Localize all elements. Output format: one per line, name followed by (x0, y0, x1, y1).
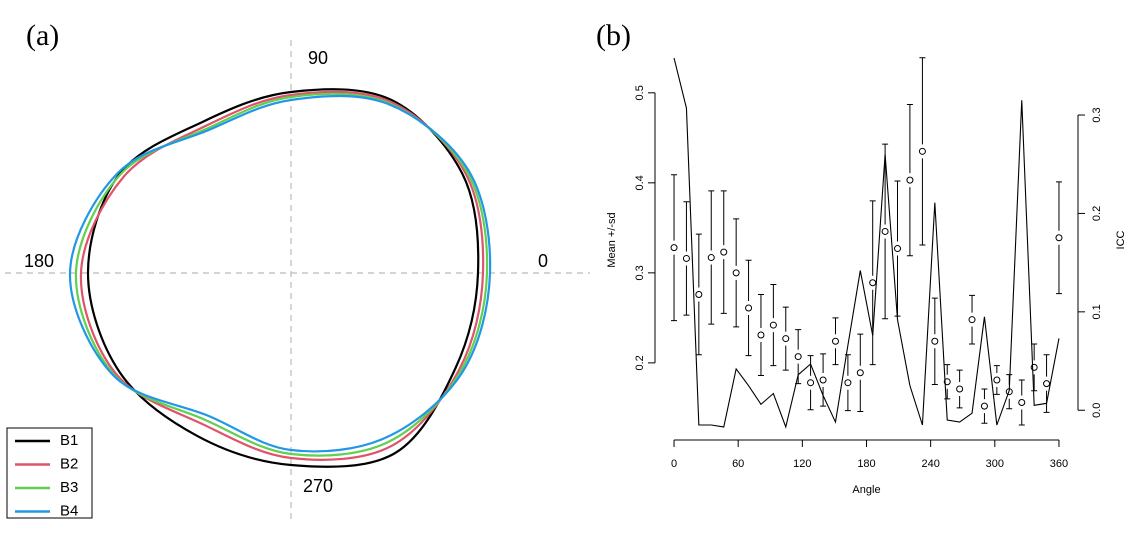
x-tick-label: 240 (921, 458, 939, 470)
contour (86, 88, 480, 468)
legend-label: B1 (60, 432, 78, 449)
mean-point (993, 376, 1001, 384)
mean-point (1043, 380, 1051, 388)
error-bar (782, 306, 789, 371)
mean-point (819, 376, 827, 384)
mean-point (707, 254, 715, 262)
error-bar (770, 284, 777, 367)
angle-label: 270 (303, 476, 333, 496)
error-bar (906, 104, 913, 257)
error-bar (683, 201, 690, 316)
mean-point (881, 227, 889, 235)
y-tick-label: 0.2 (634, 355, 646, 370)
panel-label: (b) (596, 19, 631, 52)
error-bar (869, 200, 876, 366)
error-bar (720, 190, 727, 314)
legend-label: B4 (60, 502, 78, 519)
x-tick-label: 120 (793, 458, 811, 470)
error-bar (956, 369, 963, 409)
contour (68, 94, 492, 453)
mean-point (856, 369, 864, 377)
mean-point (745, 304, 753, 312)
x-tick-label: 300 (986, 458, 1004, 470)
error-bar (795, 329, 802, 385)
y-tick-label: 0.3 (634, 265, 646, 280)
error-bar (931, 297, 938, 385)
error-bar (981, 388, 988, 424)
mean-point (769, 321, 777, 329)
x-tick-label: 60 (732, 458, 744, 470)
error-bar (969, 294, 976, 345)
y-tick-label: 0.5 (634, 85, 646, 100)
angle-label: 0 (538, 251, 548, 271)
legend-label: B3 (60, 479, 78, 496)
error-bar (944, 364, 951, 400)
y-tick-label: 0.4 (634, 175, 646, 190)
error-bar (695, 233, 702, 356)
y2-tick-label: 0.0 (1091, 403, 1103, 418)
mean-point (894, 245, 902, 253)
legend-box (6, 427, 93, 519)
error-bar (745, 259, 752, 357)
error-bar (894, 180, 901, 317)
y-axis-label: Mean +/-sd (606, 212, 618, 267)
error-bar (882, 143, 889, 320)
error-bar (708, 190, 715, 325)
error-bar (832, 317, 839, 366)
mean-point (782, 335, 790, 343)
error-bar (733, 218, 740, 328)
mean-point (943, 378, 951, 386)
mean-point (931, 337, 939, 345)
error-bar (993, 365, 1000, 395)
mean-point (720, 248, 728, 256)
error-bar (919, 57, 926, 246)
mean-point (869, 279, 877, 287)
y2-tick-label: 0.1 (1091, 304, 1103, 319)
mean-point (757, 331, 765, 339)
error-bar (757, 293, 764, 376)
mean-point (831, 337, 839, 345)
mean-point (1055, 234, 1063, 242)
angle-label: 180 (24, 251, 54, 271)
mean-point (906, 176, 914, 184)
legend-label: B2 (60, 455, 78, 472)
contour (74, 92, 489, 457)
error-bar (807, 355, 814, 411)
mean-point (1018, 398, 1026, 406)
mean-point (980, 402, 988, 410)
panel-label: (a) (26, 19, 59, 52)
error-bar (1055, 181, 1062, 295)
y2-tick-label: 0.2 (1091, 206, 1103, 221)
mean-point (732, 269, 740, 277)
mean-point (807, 379, 815, 387)
x-tick-label: 0 (671, 458, 677, 470)
error-bar (844, 354, 851, 412)
mean-point (695, 290, 703, 298)
mean-point (968, 316, 976, 324)
y2-tick-label: 0.3 (1091, 107, 1103, 122)
mean-point (956, 385, 964, 393)
contour (79, 90, 485, 461)
error-bar (1018, 379, 1025, 426)
error-bar (1031, 343, 1038, 392)
error-bar (857, 333, 864, 412)
mean-point (682, 254, 690, 262)
mean-point (794, 353, 802, 361)
mean-point (844, 379, 852, 387)
mean-point (670, 244, 678, 252)
mean-point (918, 147, 926, 155)
x-tick-label: 360 (1050, 458, 1068, 470)
error-bar (671, 174, 678, 322)
x-tick-label: 180 (857, 458, 875, 470)
angle-label: 90 (308, 48, 328, 68)
x-axis-label: Angle (852, 484, 880, 496)
y2-axis-label: ICC (1115, 230, 1127, 249)
icc-line (673, 57, 1060, 429)
